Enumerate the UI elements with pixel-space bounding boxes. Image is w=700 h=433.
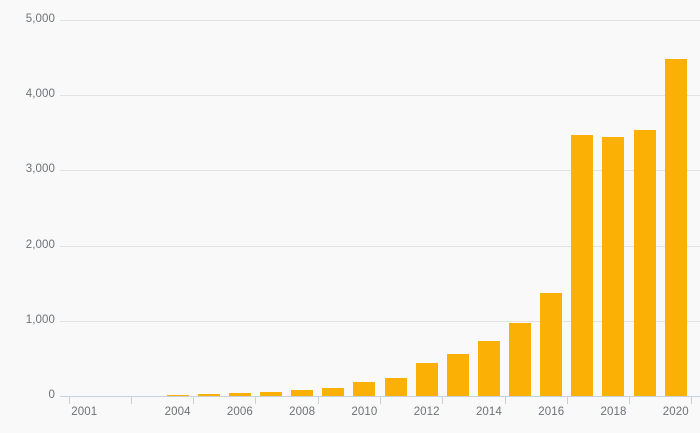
bar-2006[interactable] xyxy=(228,392,251,396)
x-axis-tick-label: 2001 xyxy=(71,406,98,418)
bar-2014[interactable] xyxy=(477,341,500,396)
plot-area xyxy=(60,20,700,397)
gridline-2000 xyxy=(60,245,700,247)
y-axis-tick-label: 0 xyxy=(48,389,55,401)
x-axis-tick xyxy=(193,397,194,404)
x-axis-line xyxy=(60,396,700,397)
bar-2008[interactable] xyxy=(291,389,314,396)
x-axis-tick xyxy=(442,397,443,404)
gridline-3000 xyxy=(60,170,700,172)
bar-2020[interactable] xyxy=(664,59,687,396)
x-axis-tick-label: 2010 xyxy=(351,406,378,418)
x-axis-tick-label: 2006 xyxy=(226,406,253,418)
x-axis-tick-label: 2008 xyxy=(289,406,316,418)
gridline-5000 xyxy=(60,20,700,21)
x-axis-tick-label: 2016 xyxy=(538,406,565,418)
bar-2011[interactable] xyxy=(384,377,407,396)
x-axis: 2001 2004 2006 2008 2010 2012 2014 2016 2018 2020 xyxy=(60,396,700,433)
y-axis-tick-label: 3,000 xyxy=(25,163,55,176)
bar-2018[interactable] xyxy=(602,136,625,396)
x-axis-tick xyxy=(380,397,381,404)
bar-2015[interactable] xyxy=(509,323,532,396)
bar-2009[interactable] xyxy=(322,387,345,396)
x-axis-tick xyxy=(567,397,568,404)
y-axis-tick-label: 5,000 xyxy=(25,13,55,25)
x-axis-tick xyxy=(691,397,692,404)
bar-2013[interactable] xyxy=(446,353,469,396)
bar-2017[interactable] xyxy=(571,134,594,396)
y-axis-tick-label: 2,000 xyxy=(25,238,55,251)
x-axis-tick xyxy=(318,397,319,404)
x-axis-tick xyxy=(131,397,132,404)
bar-2012[interactable] xyxy=(415,362,438,396)
gridline-1000 xyxy=(60,320,700,322)
gridline-4000 xyxy=(60,95,700,97)
bar-2007[interactable] xyxy=(260,391,283,396)
x-axis-tick xyxy=(69,397,70,404)
bar-2005[interactable] xyxy=(197,393,220,396)
y-axis-tick-label: 4,000 xyxy=(25,88,55,101)
bar-2004[interactable] xyxy=(166,394,189,396)
bar-2016[interactable] xyxy=(540,292,563,396)
bar-2019[interactable] xyxy=(633,130,656,396)
x-axis-tick xyxy=(629,397,630,404)
x-axis-tick-label: 2018 xyxy=(600,406,627,418)
x-axis-tick-label: 2004 xyxy=(164,406,191,418)
x-axis-tick xyxy=(505,397,506,404)
x-axis-tick xyxy=(255,397,256,404)
y-axis-tick-labels: 0 1,000 2,000 3,000 4,000 5,000 xyxy=(0,0,55,433)
bar-2010[interactable] xyxy=(353,381,376,396)
x-axis-tick-label: 2012 xyxy=(413,406,440,418)
y-axis-tick-label: 1,000 xyxy=(25,313,55,326)
x-axis-tick-label: 2014 xyxy=(475,406,502,418)
x-axis-tick-label: 2020 xyxy=(662,406,689,418)
